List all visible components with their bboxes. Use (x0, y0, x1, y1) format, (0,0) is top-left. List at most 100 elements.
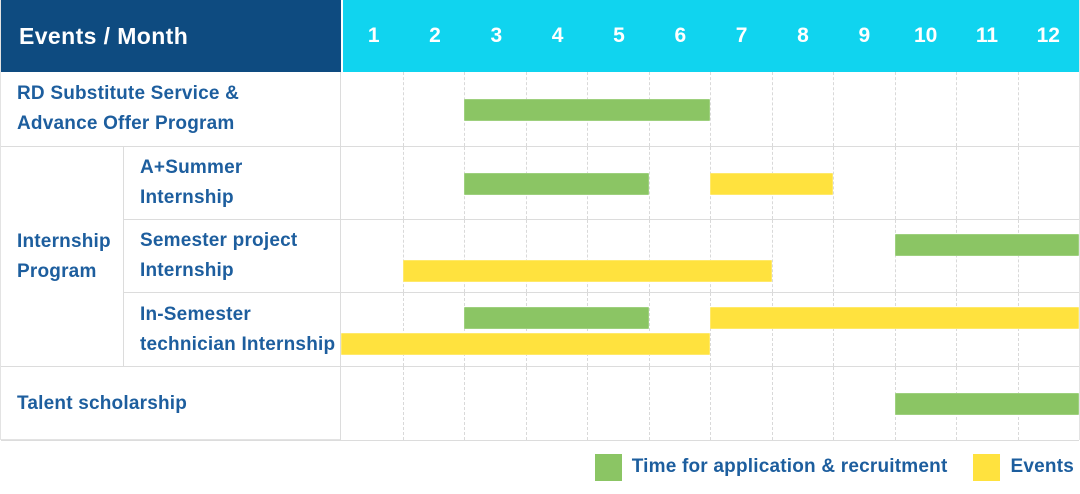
month-gridline (833, 72, 834, 146)
month-gridline (525, 220, 527, 292)
month-gridline (648, 220, 650, 292)
month-gridline (833, 220, 834, 292)
bar-application-recruitment (464, 173, 649, 195)
month-gridline (648, 147, 650, 219)
month-header-cell: 8 (797, 24, 809, 47)
month-gridline (710, 220, 711, 292)
month-gridline (1017, 72, 1019, 146)
month-gridline (1017, 293, 1019, 366)
month-gridline (710, 367, 711, 440)
chart-cell (341, 220, 1079, 292)
month-gridline (402, 72, 404, 146)
month-header-cell: 4 (551, 24, 564, 47)
month-gridline (894, 72, 896, 146)
bar-events (402, 260, 772, 282)
month-gridline (956, 220, 957, 292)
month-gridline (525, 367, 527, 440)
row-label-line: Advance Offer Program (17, 113, 235, 134)
legend-events-label: Events (1010, 456, 1074, 477)
chart-cell (341, 72, 1079, 146)
month-gridline (833, 367, 834, 440)
row-label-line: Talent scholarship (17, 392, 188, 414)
row-label-a-plus-summer-internship: A+Summer Internship (124, 147, 341, 219)
table-row-rd-substitute-service-advance-offer-program: RD Substitute Service & Advance Offer Pro… (1, 72, 1079, 147)
month-gridline (833, 147, 834, 219)
month-gridline (648, 367, 650, 440)
month-header-cell: 6 (674, 24, 687, 47)
month-header-cell: 3 (490, 24, 503, 47)
month-gridline (956, 147, 957, 219)
month-gridline (402, 293, 404, 366)
gantt-body: RD Substitute Service & Advance Offer Pro… (1, 72, 1079, 441)
month-gridline (894, 293, 896, 366)
table-row-a-plus-summer-internship: A+Summer Internship (124, 147, 1079, 220)
month-gridline (833, 293, 834, 366)
row-label-line: Internship (17, 230, 111, 252)
header-row: Events / Month 1 2 3 4 5 6 7 8 9 10 11 12 (1, 0, 1079, 72)
row-label-line: Internship (140, 187, 234, 208)
month-gridline (771, 72, 773, 146)
month-header-cell: 12 (1036, 24, 1060, 47)
month-gridline (525, 293, 527, 366)
month-gridline (464, 293, 465, 366)
month-gridline (894, 147, 896, 219)
row-label-semester-project-internship: Semester project Internship (124, 220, 341, 292)
month-gridline (464, 367, 465, 440)
month-gridline (587, 293, 588, 366)
table-row-in-semester-technician-internship: In-Semester technician Internship (124, 293, 1079, 366)
month-gridline (894, 220, 896, 292)
month-gridline (710, 293, 711, 366)
bar-application-recruitment (894, 393, 1079, 415)
chart-cell (341, 147, 1079, 219)
legend-application-label: Time for application & recruitment (631, 456, 948, 477)
month-header-cell: 11 (975, 24, 999, 47)
row-label-line: A+Summer (140, 157, 243, 178)
events-month-header: Events / Month (1, 0, 341, 72)
month-header-cell: 5 (613, 24, 625, 47)
month-gridline (587, 220, 588, 292)
month-gridline (464, 220, 465, 292)
month-gridline (956, 293, 957, 366)
row-label-line: Program (17, 260, 97, 282)
bar-application-recruitment (464, 99, 710, 121)
row-label-line: Semester project (140, 230, 298, 251)
group-body: A+Summer Internship Semester project Intern… (124, 147, 1079, 366)
group-row-internship-program: Internship Program A+Summer Internship Semes… (1, 147, 1079, 367)
chart-cell (341, 367, 1079, 440)
month-gridline (1017, 220, 1019, 292)
bar-application-recruitment (894, 234, 1079, 256)
month-gridline (771, 220, 773, 292)
bar-application-recruitment (464, 307, 649, 329)
month-header-cell: 2 (429, 24, 441, 47)
table-row-talent-scholarship: Talent scholarship (1, 367, 1079, 441)
month-header-cell: 1 (367, 24, 380, 47)
bar-events (341, 333, 710, 355)
month-gridline (402, 367, 404, 440)
month-gridline (648, 293, 650, 366)
table-row-semester-project-internship: Semester project Internship (124, 220, 1079, 293)
month-header-cell: 9 (858, 24, 871, 47)
chart-cell (341, 293, 1079, 366)
gantt-table: Events / Month 1 2 3 4 5 6 7 8 9 10 11 12 RD Substi… (0, 0, 1080, 441)
row-label-line: technician Internship (140, 333, 336, 355)
legend-events-swatch (973, 453, 1001, 481)
month-gridline (1017, 147, 1019, 219)
month-header-cell: 10 (913, 24, 938, 47)
month-gridline (771, 293, 773, 366)
row-label-line: In-Semester (140, 303, 251, 325)
month-gridline (956, 72, 957, 146)
legend: Time for application & recruitment Event… (0, 440, 1080, 494)
month-gridline (587, 367, 588, 440)
month-gridline (710, 72, 711, 146)
legend-application-swatch (594, 453, 622, 481)
month-gridline (402, 147, 404, 219)
row-label-line: Internship (140, 260, 234, 281)
month-gridline (771, 367, 773, 440)
month-header-cell: 7 (735, 24, 748, 47)
month-gridline (402, 220, 404, 292)
bar-events (710, 307, 1079, 329)
bar-events (710, 173, 833, 195)
month-header-strip: 1 2 3 4 5 6 7 8 9 10 11 12 (341, 0, 1079, 72)
row-label-rd-substitute-service-advance-offer-program: RD Substitute Service & Advance Offer Pro… (1, 72, 341, 146)
